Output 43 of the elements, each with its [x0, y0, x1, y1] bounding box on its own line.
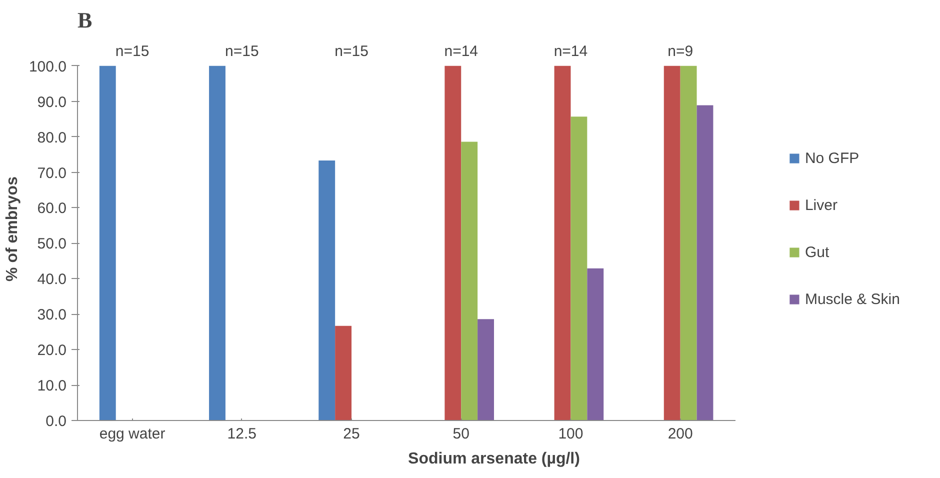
text: n=15 — [115, 42, 150, 60]
y-tick-label: 10.0 — [37, 378, 67, 395]
bar — [99, 66, 116, 420]
text: n=15 — [334, 42, 368, 60]
x-tick-label: egg water — [99, 426, 166, 442]
x-tick-label: 50 — [452, 426, 470, 442]
text: n=15 — [225, 42, 259, 60]
bar — [680, 66, 697, 420]
y-tick-label: 100.0 — [28, 58, 67, 76]
bar — [554, 66, 571, 420]
bar — [587, 268, 604, 420]
y-tick-label: 50.0 — [37, 236, 67, 253]
bar — [570, 116, 588, 420]
y-tick-label: 40.0 — [37, 271, 67, 288]
y-tick-label: 20.0 — [37, 342, 67, 360]
y-tick-label: 70.0 — [37, 164, 67, 182]
bar — [318, 160, 336, 420]
text: n=14 — [554, 42, 588, 60]
text: n=9 — [668, 42, 694, 60]
x-tick-label: 100 — [558, 426, 584, 442]
y-tick-label: 0.0 — [46, 413, 67, 430]
bar — [209, 66, 226, 420]
bar — [444, 66, 462, 420]
x-tick-label: 12.5 — [227, 426, 257, 442]
text: n=14 — [444, 42, 478, 60]
bar — [478, 319, 494, 420]
y-tick-label: 30.0 — [37, 306, 67, 324]
chart-title: B — [78, 8, 92, 32]
legend-label: Gut — [804, 244, 830, 260]
y-tick-label: 60.0 — [37, 200, 67, 218]
y-axis-title: % of embryos — [4, 176, 21, 282]
x-axis-title: Sodium arsenate (µg/l) — [408, 450, 580, 468]
bar — [335, 326, 352, 420]
y-tick-label: 90.0 — [37, 94, 67, 111]
bar — [664, 66, 680, 420]
y-tick-label: 80.0 — [37, 129, 67, 146]
legend-label: No GFP — [804, 150, 860, 166]
bar — [461, 142, 478, 420]
x-tick-label: 200 — [668, 426, 693, 442]
legend-label: Liver — [804, 196, 838, 214]
x-tick-label: 25 — [343, 426, 360, 442]
bar — [696, 105, 714, 420]
legend-label: Muscle & Skin — [804, 290, 900, 308]
